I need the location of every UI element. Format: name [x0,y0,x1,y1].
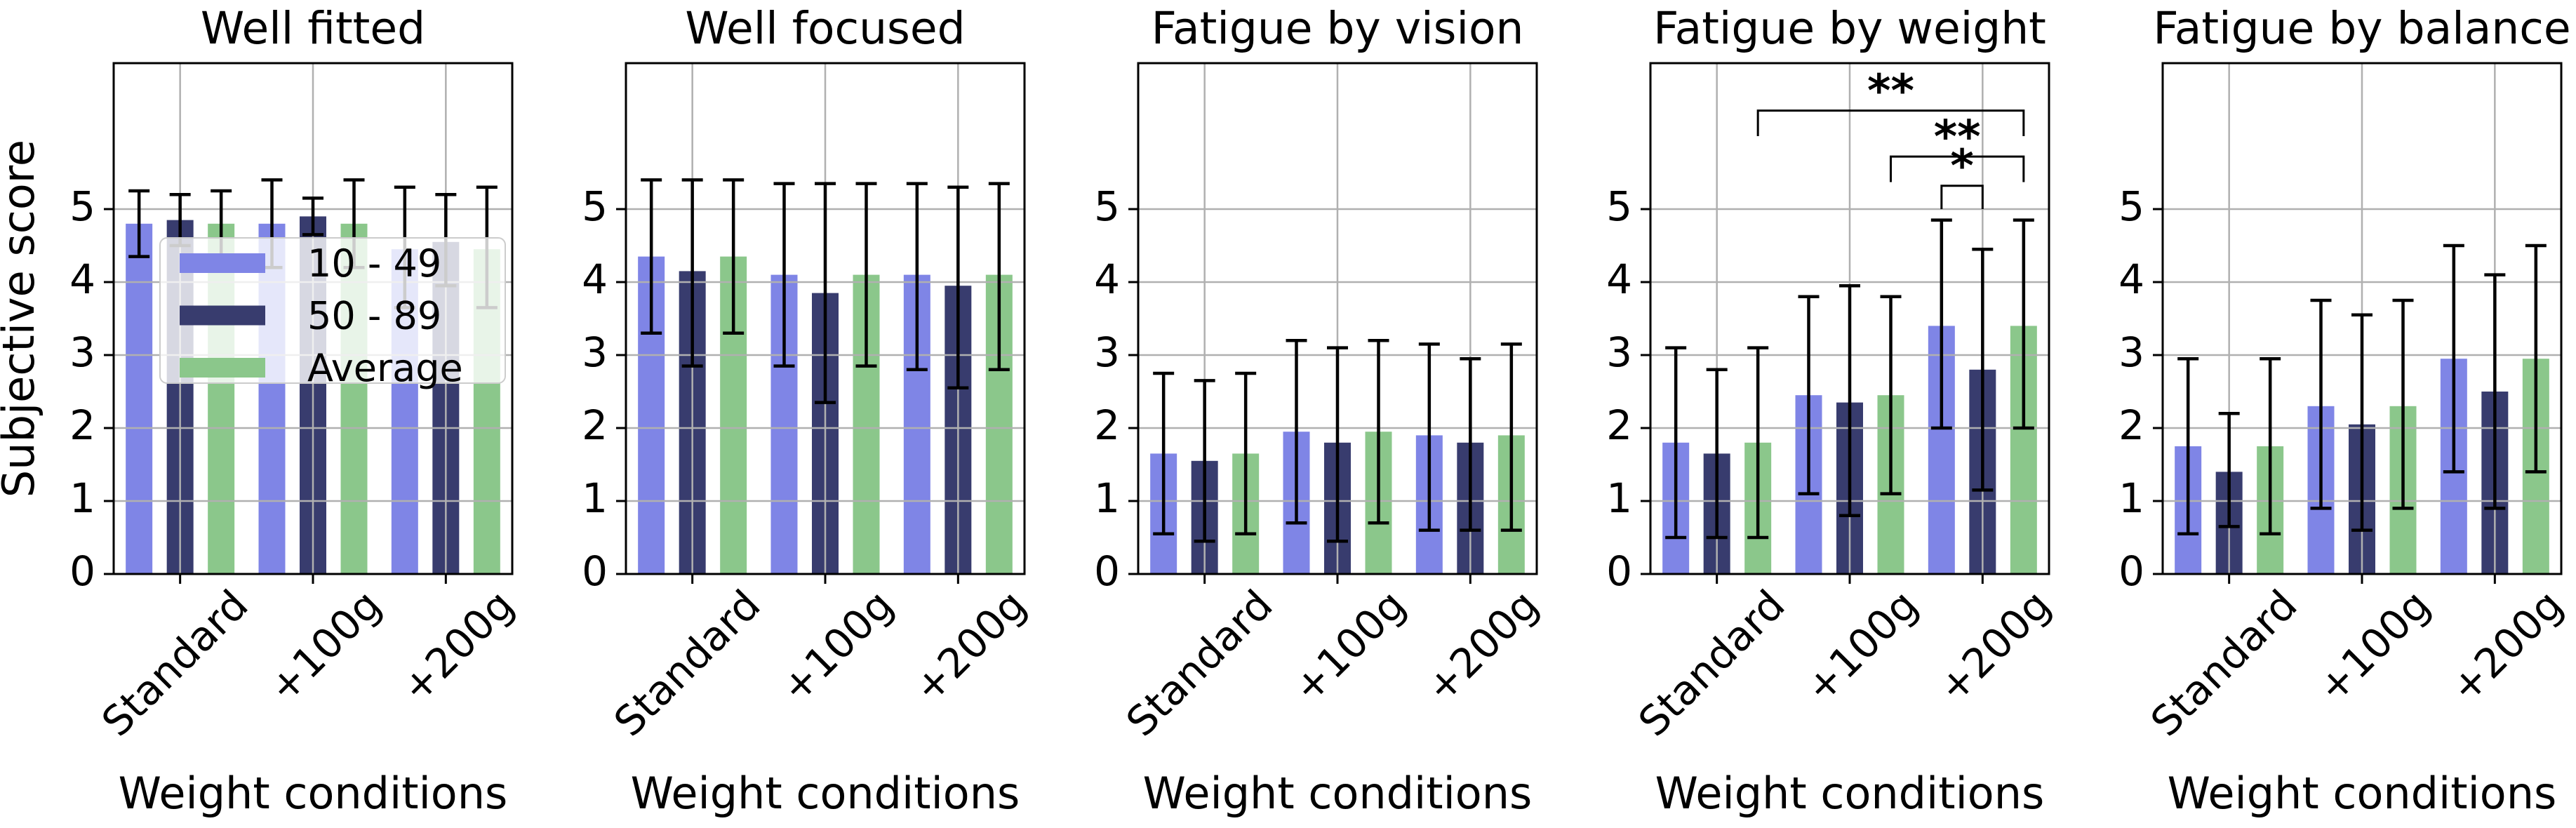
legend-swatch-50-89 [180,305,265,326]
y-tick-label: 0 [1606,547,1632,595]
x-axis-label: Weight conditions [631,768,1020,819]
y-tick-label: 2 [69,401,95,449]
subplot-canvas-fatigue-by-balance: 0 1 2 3 4 5 Standard +100g +200g Fatigue by balan… [2118,3,2572,819]
significance-label: ** [1867,66,1914,118]
x-tick-label: +200g [1416,581,1547,712]
legend-label-10-49: 10 - 49 [307,241,441,286]
y-tick-label: 5 [69,182,95,230]
x-tick-label: +200g [2441,581,2572,712]
x-axis-label: Weight conditions [1143,768,1533,819]
x-tick-label: Standard [93,581,258,746]
y-tick-label: 4 [69,255,95,303]
x-tick-label: Standard [1117,581,1282,746]
subplot-title: Well fitted [201,3,425,54]
y-tick-label: 2 [582,401,608,449]
x-tick-label: +200g [392,581,523,712]
y-tick-label: 1 [2118,474,2144,522]
x-axis-label: Weight conditions [2168,768,2557,819]
legend-box [159,237,506,384]
x-tick-label: +100g [259,581,390,712]
y-tick-label: 4 [1606,255,1632,303]
y-tick-label: 1 [1606,474,1632,522]
y-tick-label: 0 [582,547,608,595]
x-tick-label: +200g [1928,581,2060,712]
y-tick-label: 1 [69,474,95,522]
subplot-title: Fatigue by balance [2153,3,2570,54]
y-tick-label: 4 [1094,255,1120,303]
significance-bracket [1940,185,1984,209]
y-tick-label: 2 [1094,401,1120,449]
y-tick-label: 5 [2118,182,2144,230]
x-tick-label: Standard [2142,581,2307,746]
y-tick-label: 5 [582,182,608,230]
y-axis-label: Subjective score [0,140,44,498]
significance-label: * [1950,141,1973,193]
y-tick-label: 3 [1606,328,1632,376]
y-tick-label: 2 [1606,401,1632,449]
subplot-title: Fatigue by vision [1152,3,1524,54]
y-tick-label: 0 [2118,547,2144,595]
significance-bracket [1756,109,2025,136]
bar-10-49-standard [126,223,153,574]
y-tick-label: 3 [582,328,608,376]
subplot-well-fitted: 0 1 2 3 4 5 Standard +100g +200g Well fitted Weigh… [0,0,523,828]
y-tick-label: 4 [2118,255,2144,303]
subplot-canvas-well-fitted: 0 1 2 3 4 5 Standard +100g +200g Well fitted Weigh… [0,3,523,819]
x-tick-label: Standard [1629,581,1794,746]
subplot-title: Fatigue by weight [1653,3,2046,54]
legend-swatch-10-49 [180,253,265,273]
subplot-canvas-fatigue-by-vision: 0 1 2 3 4 5 Standard +100g +200g Fatigue by visio… [1094,3,1547,819]
subplot-canvas-fatigue-by-weight: 0 1 2 3 4 5 Standard +100g +200g Fatigue by weigh… [1606,3,2060,819]
x-axis-label: Weight conditions [1655,768,2045,819]
subplot-fatigue-by-balance: 0 1 2 3 4 5 Standard +100g +200g Fatigue by balan… [2049,0,2572,828]
subplot-title: Well focused [685,3,965,54]
legend: 10 - 49 50 - 89 Average [159,237,506,390]
y-tick-label: 2 [2118,401,2144,449]
subplot-canvas-well-focused: 0 1 2 3 4 5 Standard +100g +200g Well focused Weig… [582,3,1035,819]
x-tick-label: +100g [1283,581,1415,712]
legend-label-average: Average [307,346,463,390]
x-axis-label: Weight conditions [119,768,508,819]
y-tick-label: 3 [1094,328,1120,376]
x-tick-label: +100g [1796,581,1927,712]
subplot-fatigue-by-vision: 0 1 2 3 4 5 Standard +100g +200g Fatigue by visio… [1025,0,1547,828]
y-tick-label: 5 [1606,182,1632,230]
x-tick-label: +100g [2308,581,2439,712]
x-tick-label: Standard [605,581,770,746]
x-tick-label: +100g [771,581,902,712]
subplot-fatigue-by-weight: 0 1 2 3 4 5 Standard +100g +200g Fatigue by weigh… [1537,0,2060,828]
significance-label: ** [1934,112,1981,163]
y-tick-label: 3 [2118,328,2144,376]
y-tick-label: 0 [1094,547,1120,595]
y-tick-label: 1 [1094,474,1120,522]
subplot-well-focused: 0 1 2 3 4 5 Standard +100g +200g Well focused Weig… [512,0,1035,828]
legend-swatch-average [180,358,265,378]
legend-label-50-89: 50 - 89 [307,294,441,338]
y-tick-label: 3 [69,328,95,376]
y-tick-label: 5 [1094,182,1120,230]
significance-bracket [1890,155,2025,182]
y-tick-label: 1 [582,474,608,522]
y-tick-label: 4 [582,255,608,303]
y-tick-label: 0 [69,547,95,595]
x-tick-label: +200g [904,581,1035,712]
